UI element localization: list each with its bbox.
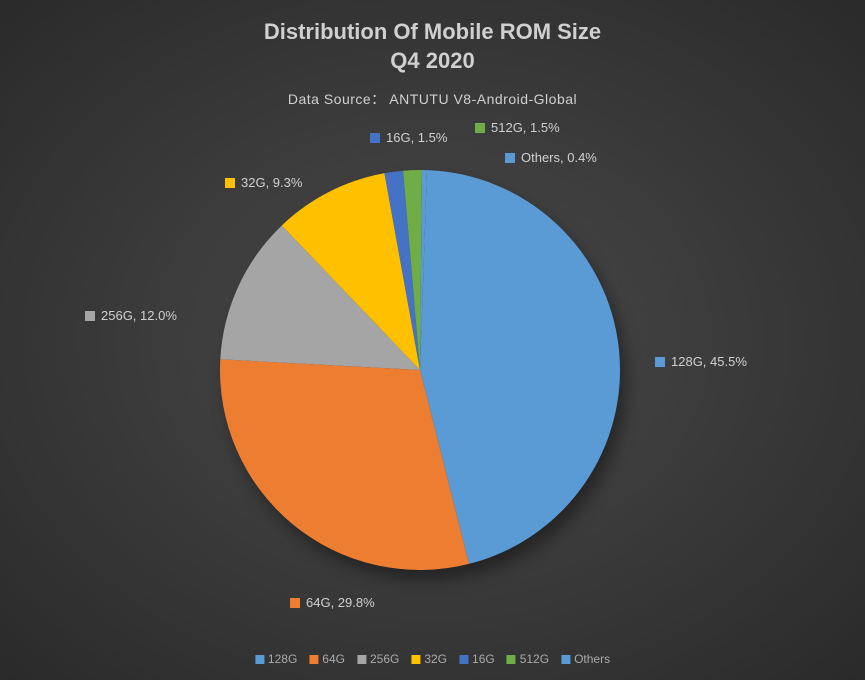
- legend-item: 16G: [459, 652, 495, 666]
- pie-chart: [0, 110, 865, 630]
- chart-title: Distribution Of Mobile ROM Size Q4 2020: [0, 0, 865, 75]
- slice-label: 256G, 12.0%: [85, 308, 177, 323]
- legend-item: 512G: [507, 652, 549, 666]
- legend-swatch: [357, 655, 366, 664]
- label-text: 32G, 9.3%: [241, 175, 302, 190]
- slice-label: 512G, 1.5%: [475, 120, 560, 135]
- legend-label: 32G: [424, 652, 447, 666]
- label-text: 16G, 1.5%: [386, 130, 447, 145]
- legend-swatch: [255, 655, 264, 664]
- slice-label: Others, 0.4%: [505, 150, 597, 165]
- legend-label: 512G: [520, 652, 549, 666]
- label-swatch: [370, 133, 380, 143]
- label-text: 512G, 1.5%: [491, 120, 560, 135]
- legend-item: 128G: [255, 652, 297, 666]
- label-text: 64G, 29.8%: [306, 595, 375, 610]
- legend-label: Others: [574, 652, 610, 666]
- chart-subtitle: Data Source： ANTUTU V8-Android-Global: [0, 89, 865, 109]
- legend-item: 32G: [411, 652, 447, 666]
- chart-area: 128G, 45.5% 64G, 29.8% 256G, 12.0% 32G, 9.3…: [0, 110, 865, 610]
- label-swatch: [505, 153, 515, 163]
- legend-swatch: [459, 655, 468, 664]
- label-swatch: [85, 311, 95, 321]
- legend-item: 64G: [309, 652, 345, 666]
- legend-swatch: [411, 655, 420, 664]
- legend-swatch: [309, 655, 318, 664]
- legend-swatch: [507, 655, 516, 664]
- legend-item: Others: [561, 652, 610, 666]
- chart-title-line1: Distribution Of Mobile ROM Size: [0, 18, 865, 47]
- legend-label: 256G: [370, 652, 399, 666]
- legend-swatch: [561, 655, 570, 664]
- legend-label: 64G: [322, 652, 345, 666]
- slice-label: 32G, 9.3%: [225, 175, 302, 190]
- legend-label: 128G: [268, 652, 297, 666]
- label-text: 128G, 45.5%: [671, 354, 747, 369]
- label-swatch: [655, 357, 665, 367]
- label-swatch: [225, 178, 235, 188]
- slice-label: 16G, 1.5%: [370, 130, 447, 145]
- legend: 128G 64G 256G 32G 16G 512G Others: [255, 652, 610, 666]
- label-swatch: [475, 123, 485, 133]
- legend-item: 256G: [357, 652, 399, 666]
- legend-label: 16G: [472, 652, 495, 666]
- slice-label: 128G, 45.5%: [655, 354, 747, 369]
- label-swatch: [290, 598, 300, 608]
- slice-label: 64G, 29.8%: [290, 595, 375, 610]
- chart-title-line2: Q4 2020: [0, 47, 865, 76]
- label-text: 256G, 12.0%: [101, 308, 177, 323]
- label-text: Others, 0.4%: [521, 150, 597, 165]
